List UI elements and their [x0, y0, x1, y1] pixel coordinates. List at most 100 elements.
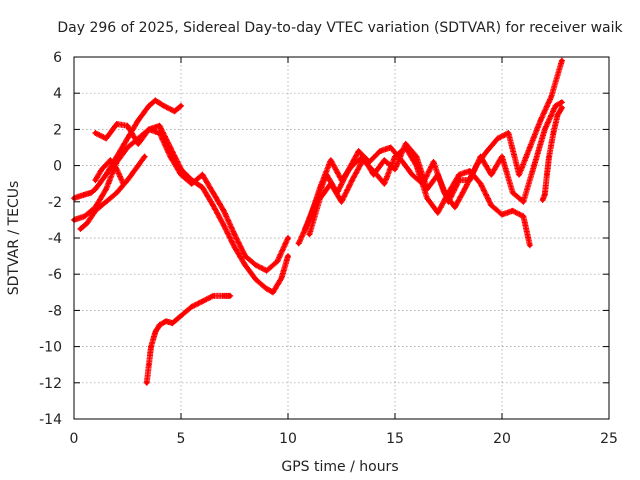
data-point — [527, 145, 533, 150]
y-tick-label: -8 — [48, 303, 62, 319]
data-point — [189, 181, 194, 186]
data-point — [264, 286, 269, 291]
data-point — [382, 181, 387, 186]
data-point — [489, 203, 494, 208]
data-point — [328, 157, 333, 163]
data-point — [307, 232, 312, 237]
data-point — [114, 167, 120, 172]
y-tick-label: 4 — [53, 86, 62, 102]
data-point — [542, 192, 547, 197]
data-point — [148, 344, 154, 349]
data-point — [489, 172, 494, 177]
data-point — [516, 172, 522, 177]
data-point — [546, 154, 552, 159]
data-point — [549, 94, 554, 100]
data-point — [264, 268, 269, 273]
data-point — [93, 208, 98, 214]
data-point — [559, 105, 565, 110]
x-tick-label: 10 — [279, 431, 297, 447]
data-point — [178, 103, 184, 109]
data-point — [553, 103, 558, 109]
data-point — [531, 163, 537, 168]
data-point — [157, 130, 162, 136]
data-point — [125, 136, 130, 141]
data-point — [559, 100, 565, 105]
data-point — [146, 127, 152, 132]
data-point — [414, 163, 419, 168]
data-point — [232, 244, 237, 250]
data-point — [243, 253, 248, 259]
data-point — [253, 262, 259, 268]
data-point — [270, 290, 276, 295]
data-point — [275, 259, 280, 264]
data-point — [200, 299, 205, 304]
data-point — [114, 121, 120, 127]
data-point — [324, 172, 329, 177]
data-point — [356, 148, 361, 154]
data-point — [157, 123, 162, 128]
data-point — [243, 262, 248, 268]
y-tick-label: -4 — [48, 231, 62, 247]
data-point — [403, 141, 408, 147]
data-point — [170, 320, 175, 326]
data-point — [82, 214, 87, 219]
data-point — [424, 195, 430, 201]
data-point — [125, 145, 130, 150]
data-point — [99, 167, 105, 172]
data-points — [71, 57, 565, 386]
data-point — [221, 223, 226, 228]
data-point — [210, 293, 216, 299]
data-point — [414, 154, 419, 159]
data-point — [540, 197, 545, 203]
x-axis-label: GPS time / hours — [281, 459, 398, 475]
data-point — [221, 208, 226, 214]
x-tick-label: 0 — [70, 431, 79, 447]
series-track-6 — [143, 292, 234, 386]
data-point — [125, 177, 130, 183]
data-point — [499, 154, 505, 159]
data-point — [200, 172, 205, 177]
y-tick-label: -12 — [39, 376, 62, 392]
data-point — [103, 136, 109, 141]
data-point — [221, 293, 226, 299]
data-point — [103, 186, 109, 192]
data-point — [210, 203, 216, 208]
data-point — [253, 277, 259, 282]
data-point — [146, 362, 152, 367]
data-point — [551, 130, 556, 136]
data-point — [302, 226, 308, 232]
data-point — [168, 154, 173, 159]
data-point — [544, 172, 550, 177]
data-point — [161, 103, 167, 109]
data-point — [178, 172, 184, 177]
data-point — [88, 190, 94, 195]
data-point — [136, 118, 141, 123]
data-point — [392, 154, 398, 159]
data-point — [435, 210, 440, 215]
data-point — [403, 145, 408, 150]
data-point — [542, 127, 547, 132]
data-point — [506, 130, 511, 136]
data-point — [457, 172, 462, 177]
data-point — [189, 304, 194, 309]
y-tick-label: -14 — [39, 412, 62, 428]
data-point — [350, 177, 355, 183]
series-track-10 — [539, 104, 565, 203]
data-point — [399, 157, 404, 163]
data-point — [153, 98, 158, 103]
y-tick-label: 0 — [53, 159, 62, 175]
data-point — [82, 192, 87, 197]
data-point — [339, 199, 344, 204]
data-point — [388, 145, 393, 150]
data-point — [157, 322, 162, 328]
data-point — [360, 157, 366, 163]
data-point — [178, 313, 184, 319]
data-point — [510, 190, 515, 195]
data-point — [510, 208, 515, 214]
data-point — [285, 235, 291, 241]
x-tick-label: 15 — [386, 431, 404, 447]
y-tick-label: -10 — [39, 340, 62, 356]
data-point — [93, 186, 98, 192]
data-point — [328, 181, 333, 186]
